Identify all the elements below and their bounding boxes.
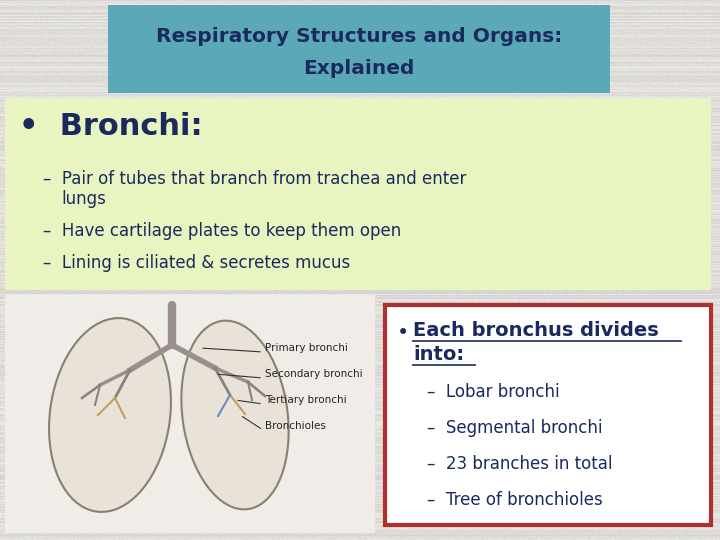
Text: –  23 branches in total: – 23 branches in total	[427, 455, 613, 473]
Text: into:: into:	[413, 345, 464, 364]
Text: Each bronchus divides: Each bronchus divides	[413, 321, 659, 340]
FancyBboxPatch shape	[5, 295, 375, 533]
Ellipse shape	[49, 318, 171, 512]
Text: lungs: lungs	[61, 190, 106, 208]
Text: Tertiary bronchi: Tertiary bronchi	[265, 395, 346, 405]
Text: Respiratory Structures and Organs:: Respiratory Structures and Organs:	[156, 27, 562, 46]
Text: Primary bronchi: Primary bronchi	[265, 343, 348, 353]
Text: –  Pair of tubes that branch from trachea and enter: – Pair of tubes that branch from trachea…	[43, 170, 467, 188]
Text: Explained: Explained	[303, 59, 415, 78]
FancyBboxPatch shape	[5, 98, 711, 290]
Text: –  Have cartilage plates to keep them open: – Have cartilage plates to keep them ope…	[43, 222, 401, 240]
Text: •  Bronchi:: • Bronchi:	[19, 112, 202, 141]
Text: –  Lobar bronchi: – Lobar bronchi	[427, 383, 559, 401]
Text: –  Lining is ciliated & secretes mucus: – Lining is ciliated & secretes mucus	[43, 254, 350, 272]
FancyBboxPatch shape	[385, 305, 711, 525]
Text: –  Segmental bronchi: – Segmental bronchi	[427, 419, 603, 437]
Text: •: •	[397, 323, 409, 343]
Text: Secondary bronchi: Secondary bronchi	[265, 369, 363, 379]
Text: –  Tree of bronchioles: – Tree of bronchioles	[427, 491, 603, 509]
Text: Bronchioles: Bronchioles	[265, 421, 326, 431]
FancyBboxPatch shape	[108, 5, 610, 93]
Ellipse shape	[181, 321, 289, 509]
